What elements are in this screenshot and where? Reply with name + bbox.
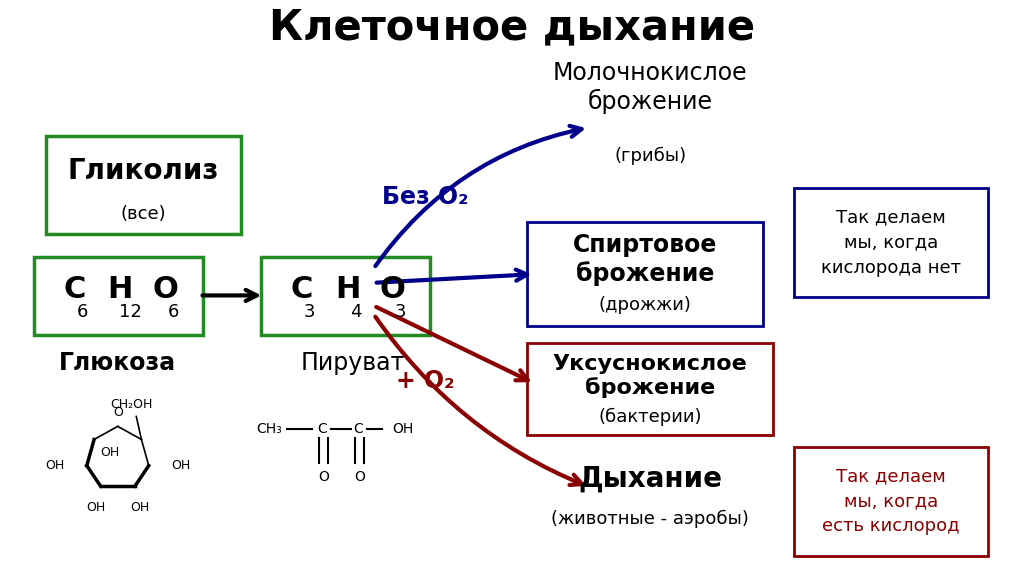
Text: С: С bbox=[291, 275, 312, 305]
Text: Глюкоза: Глюкоза bbox=[59, 351, 176, 376]
Text: (дрожжи): (дрожжи) bbox=[599, 297, 691, 314]
Text: OH: OH bbox=[130, 501, 150, 514]
Text: (грибы): (грибы) bbox=[614, 147, 686, 165]
Text: O: O bbox=[354, 469, 365, 484]
FancyBboxPatch shape bbox=[527, 222, 763, 326]
Text: (бактерии): (бактерии) bbox=[598, 408, 702, 426]
Text: OH: OH bbox=[45, 459, 65, 472]
Text: O: O bbox=[318, 469, 329, 484]
FancyBboxPatch shape bbox=[794, 446, 988, 556]
Text: О: О bbox=[153, 275, 178, 305]
Text: OH: OH bbox=[100, 446, 119, 459]
Text: Клеточное дыхание: Клеточное дыхание bbox=[269, 6, 755, 48]
Text: Дыхание: Дыхание bbox=[579, 464, 722, 492]
Text: C: C bbox=[353, 422, 364, 437]
Text: O: O bbox=[113, 407, 123, 419]
Text: (все): (все) bbox=[121, 206, 166, 223]
Text: С: С bbox=[63, 275, 85, 305]
Text: 12: 12 bbox=[119, 303, 142, 321]
Text: Пируват: Пируват bbox=[301, 351, 406, 376]
Text: C: C bbox=[317, 422, 328, 437]
Text: OH: OH bbox=[392, 422, 414, 437]
Text: OH: OH bbox=[86, 501, 105, 514]
Text: Молочнокислое
брожение: Молочнокислое брожение bbox=[553, 60, 748, 114]
FancyBboxPatch shape bbox=[46, 136, 241, 234]
FancyBboxPatch shape bbox=[794, 188, 988, 297]
Text: 3: 3 bbox=[395, 303, 407, 321]
Text: CH₃: CH₃ bbox=[256, 422, 282, 437]
Text: 4: 4 bbox=[350, 303, 361, 321]
FancyBboxPatch shape bbox=[34, 257, 203, 335]
Text: Гликолиз: Гликолиз bbox=[68, 157, 219, 185]
Text: Спиртовое
брожение: Спиртовое брожение bbox=[573, 233, 717, 286]
Text: Так делаем
мы, когда
есть кислород: Так делаем мы, когда есть кислород bbox=[822, 467, 959, 535]
Text: Н: Н bbox=[108, 275, 133, 305]
Text: Так делаем
мы, когда
кислорода нет: Так делаем мы, когда кислорода нет bbox=[821, 209, 961, 276]
Text: Уксуснокислое
брожение: Уксуснокислое брожение bbox=[553, 354, 748, 399]
FancyBboxPatch shape bbox=[261, 257, 430, 335]
FancyBboxPatch shape bbox=[527, 343, 773, 435]
Text: (животные - аэробы): (животные - аэробы) bbox=[551, 509, 750, 528]
Text: CH₂OH: CH₂OH bbox=[110, 397, 153, 411]
Text: OH: OH bbox=[171, 459, 190, 472]
Text: 3: 3 bbox=[304, 303, 315, 321]
Text: Без О₂: Без О₂ bbox=[382, 184, 468, 209]
Text: 6: 6 bbox=[168, 303, 179, 321]
Text: 6: 6 bbox=[77, 303, 88, 321]
Text: О: О bbox=[380, 275, 406, 305]
Text: + О₂: + О₂ bbox=[395, 369, 455, 392]
Text: Н: Н bbox=[335, 275, 360, 305]
